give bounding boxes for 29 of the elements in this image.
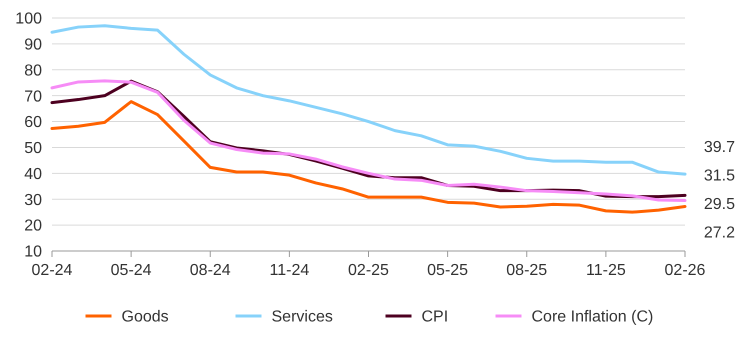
x-tick-label: 08-25 xyxy=(506,262,548,279)
y-tick-label: 70 xyxy=(24,88,42,106)
y-tick-label: 100 xyxy=(15,10,42,28)
legend-label: Core Inflation (C) xyxy=(532,308,654,326)
legend-label: Goods xyxy=(122,308,169,326)
y-tick-label: 40 xyxy=(24,166,42,183)
text: 27.2 xyxy=(704,224,736,242)
x-tick-label: 02-25 xyxy=(348,262,390,279)
y-tick-label: 10 xyxy=(24,244,42,261)
x-tick-label: 05-25 xyxy=(427,262,468,279)
legend-label: CPI xyxy=(422,308,448,326)
y-tick-label: 90 xyxy=(24,36,42,54)
x-tick-label: 02-24 xyxy=(32,262,73,279)
text: 29.5 xyxy=(704,196,736,213)
y-tick-label: 60 xyxy=(24,114,42,132)
line-series xyxy=(50,24,686,176)
legend-label: Services xyxy=(272,308,333,326)
y-tick-label: 30 xyxy=(24,192,42,209)
y-tick-label: 20 xyxy=(24,218,42,235)
x-tick-label: 08-24 xyxy=(190,262,231,279)
y-tick-label: 80 xyxy=(24,62,42,80)
text: 31.5 xyxy=(704,168,736,184)
x-tick-label: 05-24 xyxy=(110,262,152,279)
x-tick-label: 11-24 xyxy=(270,262,310,279)
x-tick-label: 11-25 xyxy=(586,262,626,279)
text: 39.7 xyxy=(704,139,736,156)
line-series xyxy=(50,100,686,214)
y-tick-label: 50 xyxy=(24,140,42,158)
x-tick-label: 02-26 xyxy=(664,262,706,279)
